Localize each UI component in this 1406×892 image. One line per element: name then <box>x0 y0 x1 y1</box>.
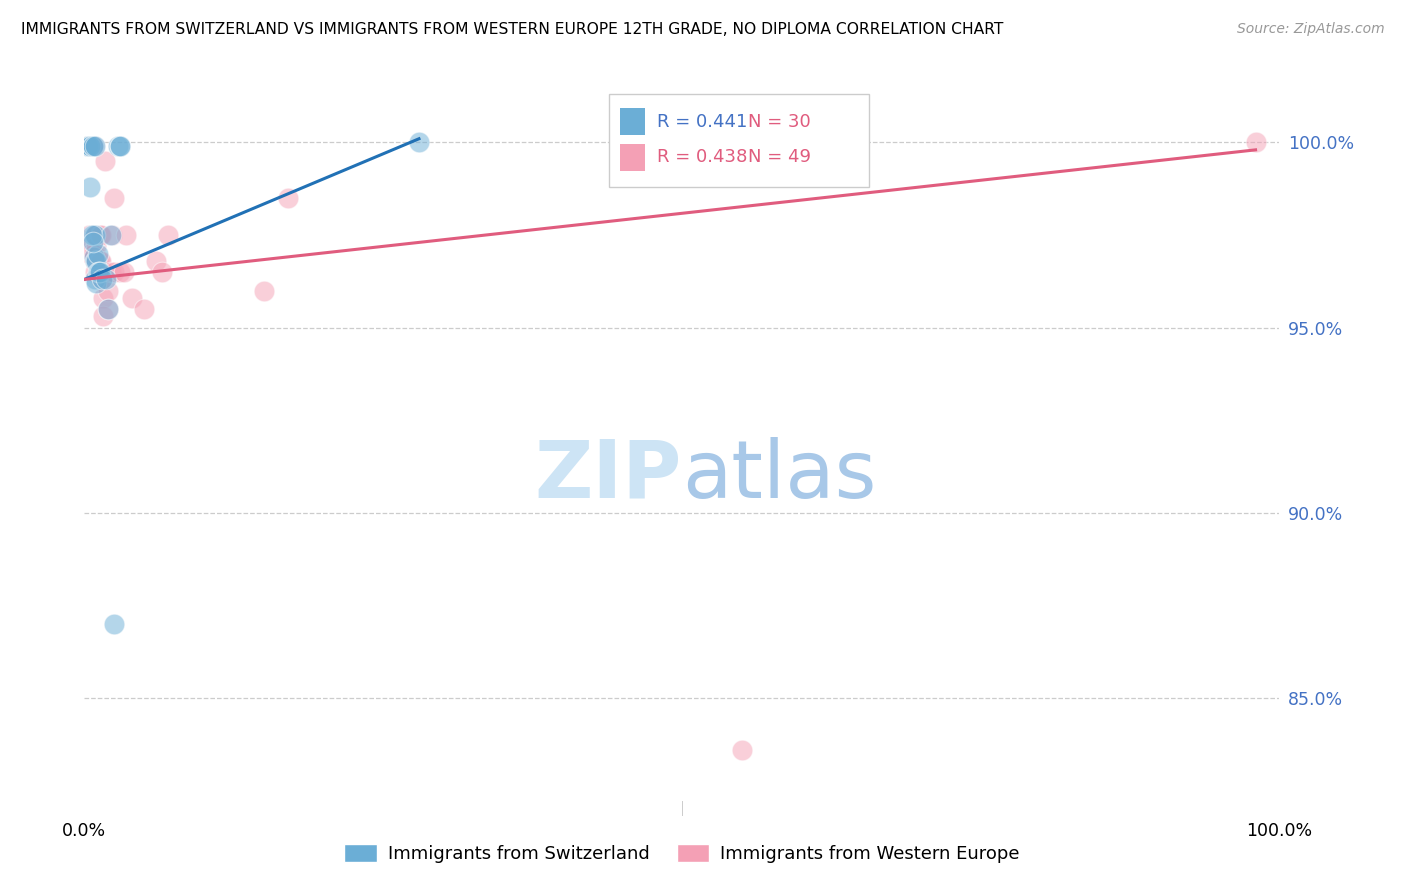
Point <box>83 246 105 260</box>
Point <box>79 139 101 153</box>
Text: atlas: atlas <box>682 436 876 515</box>
Point <box>110 139 132 153</box>
Point <box>100 265 122 279</box>
Point <box>80 227 103 242</box>
Point <box>110 139 132 153</box>
Point <box>80 139 103 153</box>
Point <box>157 227 180 242</box>
Point <box>84 227 107 242</box>
Point <box>77 139 100 153</box>
Point <box>77 227 100 242</box>
Point <box>93 291 115 305</box>
Point <box>86 265 108 279</box>
Point <box>77 139 100 153</box>
Point <box>77 235 100 250</box>
Point <box>121 291 143 305</box>
Point <box>83 139 105 153</box>
Point <box>94 272 117 286</box>
Point <box>112 265 135 279</box>
Point <box>90 227 112 242</box>
Point <box>86 253 108 268</box>
Point <box>87 265 110 279</box>
Point <box>89 265 111 279</box>
Point <box>84 265 107 279</box>
Point <box>83 250 105 264</box>
Point <box>93 310 115 324</box>
Point <box>86 246 108 260</box>
Point <box>84 227 107 242</box>
Point <box>86 253 108 268</box>
Point <box>84 139 107 153</box>
Point <box>77 139 100 153</box>
Point <box>84 272 107 286</box>
Point <box>82 235 104 250</box>
Point <box>90 253 112 268</box>
Text: Source: ZipAtlas.com: Source: ZipAtlas.com <box>1237 22 1385 37</box>
Point <box>84 253 107 268</box>
Point <box>79 227 101 242</box>
Point <box>77 239 100 253</box>
Point <box>84 253 107 268</box>
Point <box>82 227 104 242</box>
Point <box>97 301 120 316</box>
Point <box>77 139 100 153</box>
Point <box>145 253 167 268</box>
Point <box>83 227 105 242</box>
Text: N = 30: N = 30 <box>748 112 811 131</box>
Point <box>97 284 120 298</box>
Point <box>79 246 101 260</box>
Point <box>101 227 124 242</box>
Point <box>86 253 108 268</box>
Text: R = 0.438: R = 0.438 <box>657 148 747 166</box>
Point <box>103 265 125 279</box>
Point <box>89 253 111 268</box>
Point <box>1244 136 1267 150</box>
Point <box>731 742 754 756</box>
Point <box>97 301 120 316</box>
Point <box>82 139 104 153</box>
Point <box>103 616 125 631</box>
Point <box>408 136 430 150</box>
Point <box>132 301 156 316</box>
Point <box>100 227 122 242</box>
Text: N = 49: N = 49 <box>748 148 811 166</box>
Point <box>110 265 132 279</box>
Point <box>91 272 114 286</box>
Point <box>103 191 125 205</box>
Point <box>150 265 173 279</box>
Point <box>89 227 111 242</box>
Point <box>82 246 104 260</box>
Point <box>107 139 129 153</box>
Point <box>80 139 103 153</box>
Point <box>253 284 276 298</box>
Legend: Immigrants from Switzerland, Immigrants from Western Europe: Immigrants from Switzerland, Immigrants … <box>337 837 1026 870</box>
Point <box>115 227 138 242</box>
Point <box>79 179 101 194</box>
Text: IMMIGRANTS FROM SWITZERLAND VS IMMIGRANTS FROM WESTERN EUROPE 12TH GRADE, NO DIP: IMMIGRANTS FROM SWITZERLAND VS IMMIGRANT… <box>21 22 1004 37</box>
Point <box>83 227 105 242</box>
Point <box>90 272 112 286</box>
Point <box>82 139 104 153</box>
Point <box>79 139 101 153</box>
Point <box>86 239 108 253</box>
Point <box>93 153 115 168</box>
Point <box>91 272 114 286</box>
Point <box>277 191 299 205</box>
Text: ZIP: ZIP <box>534 436 682 515</box>
Text: R = 0.441: R = 0.441 <box>657 112 747 131</box>
Point <box>79 139 101 153</box>
Point <box>86 276 108 290</box>
Point <box>86 227 108 242</box>
